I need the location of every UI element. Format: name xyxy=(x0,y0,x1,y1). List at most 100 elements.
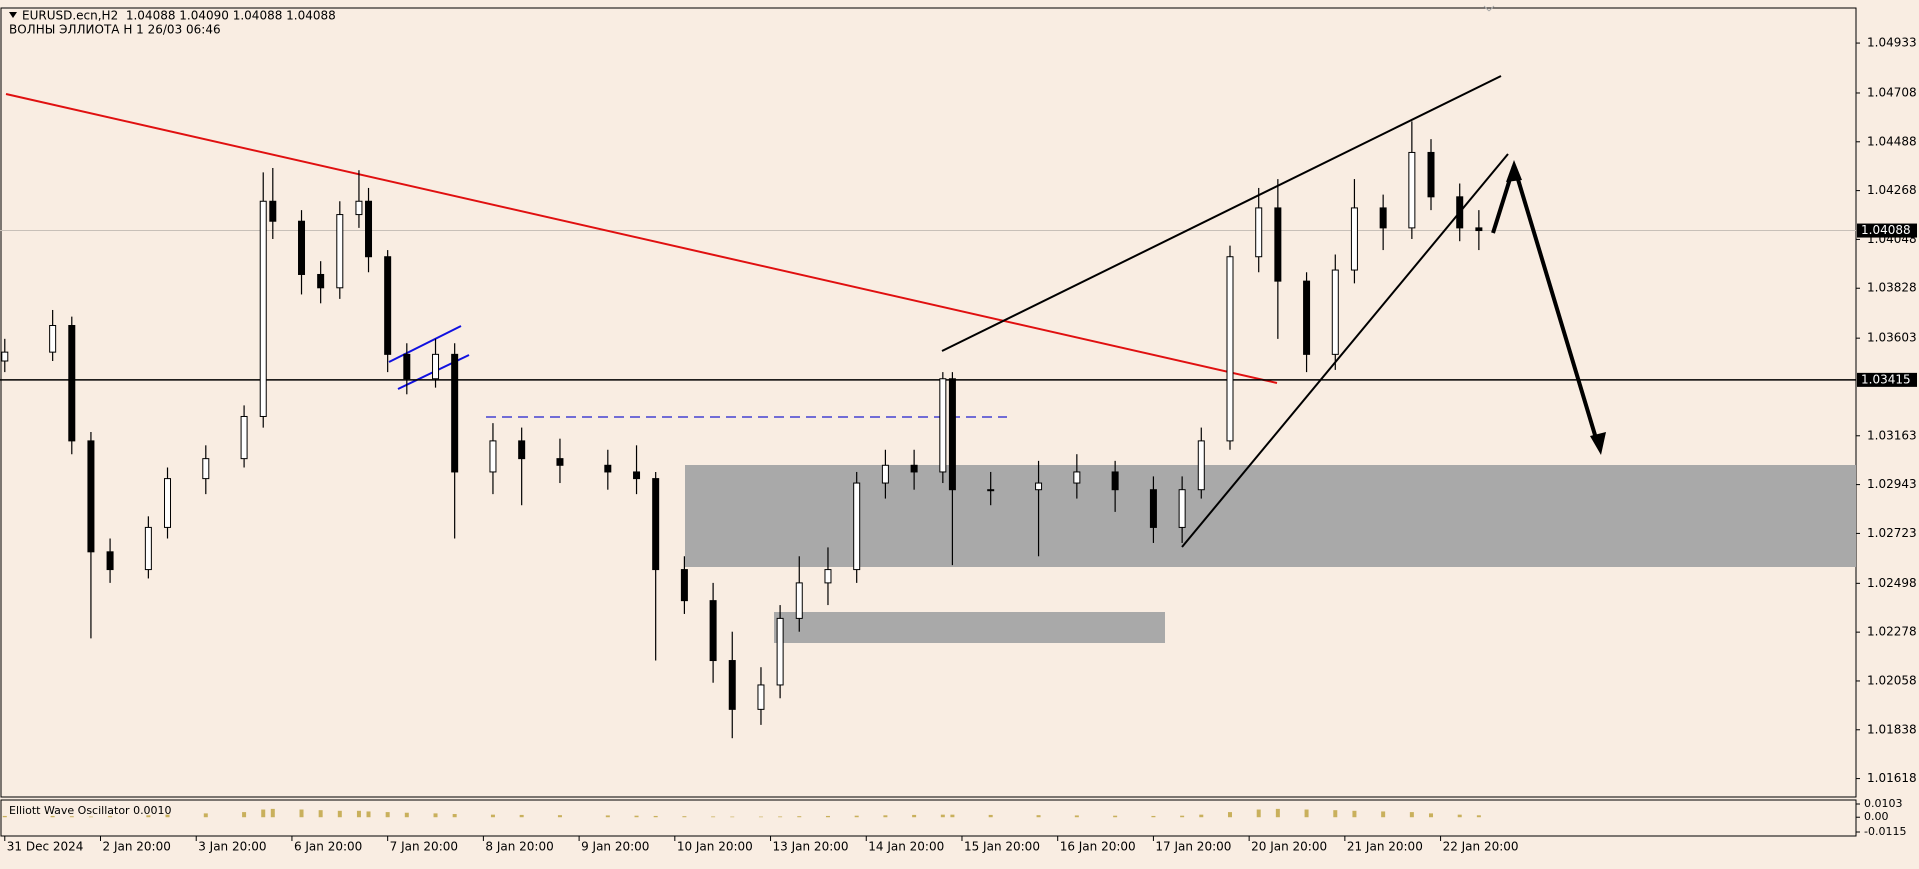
oscillator-bar xyxy=(1381,811,1386,818)
candle-body xyxy=(633,471,641,480)
oscillator-bar xyxy=(1180,815,1185,818)
candle-body xyxy=(106,551,114,571)
oscillator-bar xyxy=(557,815,562,818)
oscillator-bar xyxy=(711,816,716,818)
candle-body xyxy=(489,440,497,473)
x-tick-label: 13 Jan 20:00 xyxy=(773,840,849,854)
oscillator-bar xyxy=(433,813,438,818)
candle-body xyxy=(1255,207,1263,258)
candle-body xyxy=(1226,256,1234,442)
candle-body xyxy=(518,440,526,460)
oscillator-bar xyxy=(883,815,888,818)
candle-body xyxy=(948,378,956,491)
candle-body xyxy=(1197,440,1205,491)
candle-body xyxy=(1274,207,1282,282)
oscillator-bar xyxy=(1227,812,1232,818)
oscillator-bar xyxy=(2,815,7,818)
oscillator-bar xyxy=(299,809,304,818)
oscillator-bar xyxy=(1151,815,1156,818)
oscillator-bar xyxy=(1113,815,1118,818)
candle-body xyxy=(987,489,995,492)
flag-line xyxy=(388,325,462,363)
y-tick-label: 1.03163 xyxy=(1867,428,1917,442)
candle-body xyxy=(728,660,736,710)
oscillator-bar xyxy=(385,812,390,818)
x-tick-label: 14 Jan 20:00 xyxy=(868,840,944,854)
candle-body xyxy=(317,273,325,289)
indicator-title: ВОЛНЫ ЭЛЛИОТА H 1 26/03 06:46 xyxy=(9,23,221,37)
oscillator-bar xyxy=(605,815,610,818)
oscillator-bar xyxy=(988,814,993,818)
oscillator-bar xyxy=(108,816,113,818)
candle-body xyxy=(853,482,861,571)
drawing-objects xyxy=(5,75,1856,643)
oscillator-bar xyxy=(1199,814,1204,818)
oscillator-bar xyxy=(337,810,342,818)
x-tick-label: 7 Jan 20:00 xyxy=(390,840,458,854)
y-tick-label: 1.02498 xyxy=(1867,576,1917,590)
candle-body xyxy=(1035,482,1043,491)
x-tick-label: 17 Jan 20:00 xyxy=(1155,840,1231,854)
oscillator-bar xyxy=(452,814,457,818)
oscillator-bar xyxy=(950,814,955,818)
y-tick-label: 1.02723 xyxy=(1867,526,1917,540)
collapse-icon[interactable] xyxy=(9,12,17,18)
y-tick-label: 1.04488 xyxy=(1867,134,1917,148)
plot-frame xyxy=(0,7,1857,798)
osc-y-tick-label: -0.0115 xyxy=(1864,825,1906,838)
oscillator-bar xyxy=(203,813,208,818)
oscillator-bar xyxy=(1409,812,1414,818)
oscillator-bar xyxy=(1304,809,1309,818)
x-tick-label: 15 Jan 20:00 xyxy=(964,840,1040,854)
oscillator-bar xyxy=(261,809,266,818)
candle-body xyxy=(202,458,210,480)
y-tick-label: 1.02278 xyxy=(1867,625,1917,639)
oscillator-bar xyxy=(1333,810,1338,818)
y-tick-label: 1.03603 xyxy=(1867,331,1917,345)
candle-body xyxy=(1475,227,1483,232)
candle-body xyxy=(556,458,564,466)
x-tick-label: 9 Jan 20:00 xyxy=(581,840,649,854)
oscillator-bar xyxy=(797,816,802,818)
oscillator-bar xyxy=(404,812,409,818)
oscillator-bar xyxy=(1457,814,1462,818)
candle-body xyxy=(384,256,392,355)
y-tick-label: 1.02058 xyxy=(1867,673,1917,687)
oscillator-bar xyxy=(758,816,763,818)
oscillator-bar xyxy=(69,816,74,818)
y-tick-label: 1.03828 xyxy=(1867,281,1917,295)
candle-body xyxy=(1149,489,1157,528)
oscillator-bar xyxy=(146,815,151,818)
x-tick-label: 22 Jan 20:00 xyxy=(1443,840,1519,854)
candle-body xyxy=(1456,196,1464,229)
y-tick-label: 1.02943 xyxy=(1867,477,1917,491)
candle-body xyxy=(355,200,363,216)
candle-body xyxy=(680,569,688,602)
candle-body xyxy=(604,464,612,473)
oscillator-bar xyxy=(50,815,55,818)
x-tick-label: 10 Jan 20:00 xyxy=(677,840,753,854)
wedge-line xyxy=(1181,153,1509,548)
supply-zone xyxy=(685,465,1856,567)
candle-body xyxy=(1379,207,1387,229)
candle-body xyxy=(757,684,765,710)
oscillator-bar xyxy=(730,816,735,818)
oscillator-bar xyxy=(270,808,275,818)
oscillator-bar xyxy=(1476,815,1481,818)
x-tick-label: 3 Jan 20:00 xyxy=(198,840,266,854)
last-price-box xyxy=(1857,223,1917,238)
oscillator-bar xyxy=(242,812,247,818)
x-tick-label: 8 Jan 20:00 xyxy=(485,840,553,854)
candle-body xyxy=(1073,471,1081,484)
osc-y-tick-label: 0.0103 xyxy=(1864,797,1903,810)
y-tick-label: 1.04708 xyxy=(1867,85,1917,99)
x-tick-label: 21 Jan 20:00 xyxy=(1347,840,1423,854)
candle-body xyxy=(709,600,717,662)
x-tick-label: 6 Jan 20:00 xyxy=(294,840,362,854)
candle-body xyxy=(164,478,172,528)
level-price-box xyxy=(1857,372,1917,387)
candle-body xyxy=(1427,151,1435,198)
oscillator-bar xyxy=(318,810,323,818)
